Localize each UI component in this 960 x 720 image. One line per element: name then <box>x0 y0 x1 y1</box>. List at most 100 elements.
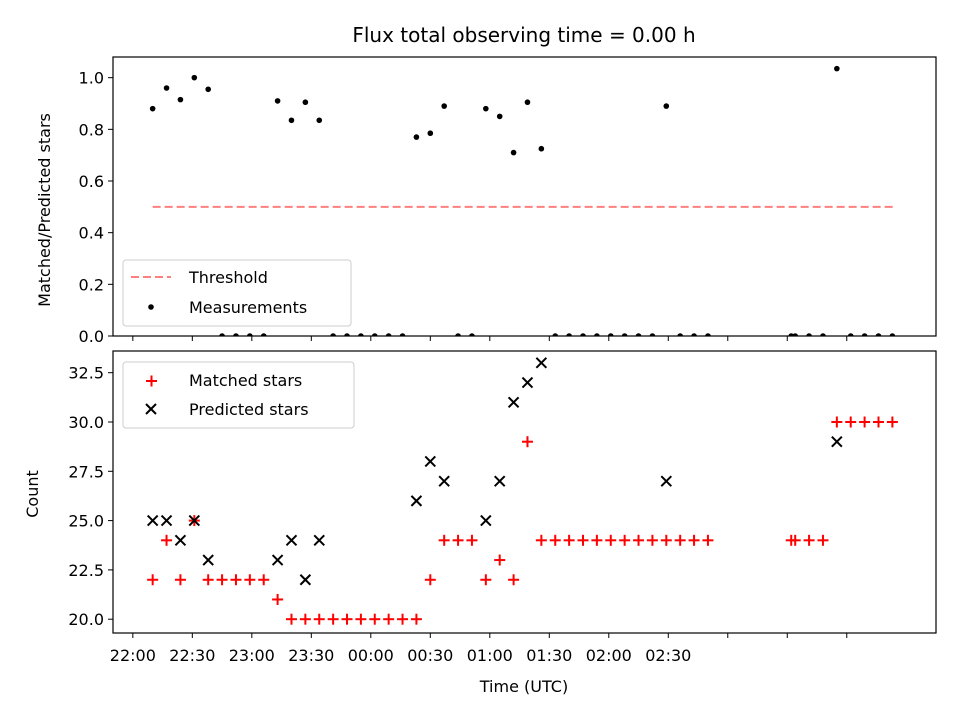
measurement-point <box>413 134 420 140</box>
matched-star-marker <box>660 534 672 546</box>
matched-star-marker <box>452 534 464 546</box>
measurement-point <box>260 333 267 336</box>
matched-star-marker <box>480 574 492 586</box>
predicted-star-marker <box>535 357 548 369</box>
predicted-star-stroke-b <box>188 514 201 527</box>
ratio-y-tick-label: 0.4 <box>79 224 104 243</box>
matched-star-marker <box>230 574 242 586</box>
predicted-star-stroke-b <box>438 475 450 487</box>
predicted-star-marker <box>424 455 437 468</box>
count-axes-frame <box>112 350 937 634</box>
matched-star-marker <box>383 613 395 625</box>
matched-star-marker <box>202 574 214 586</box>
count-data-layer <box>146 357 898 625</box>
matched-star-marker <box>577 534 589 546</box>
predicted-star-stroke-b <box>271 554 284 566</box>
ratio-y-tick-label: 0.0 <box>79 327 104 346</box>
measurement-point <box>469 333 475 336</box>
measurement-point <box>861 333 868 336</box>
measurement-point <box>820 333 826 336</box>
matched-star-marker <box>258 574 270 586</box>
measurement-point <box>177 96 184 103</box>
legend-threshold-label: Threshold <box>188 268 268 287</box>
matched-star-marker <box>789 534 801 546</box>
predicted-star-stroke-b <box>660 475 673 487</box>
matched-star-marker <box>563 534 575 546</box>
count-y-axis-label: Count <box>23 470 42 518</box>
matched-star-marker <box>831 416 843 428</box>
predicted-star-stroke-b <box>146 514 159 527</box>
measurement-point <box>594 333 600 336</box>
measurement-point <box>847 333 854 336</box>
measurement-point <box>358 333 364 336</box>
predicted-star-stroke-b <box>521 376 534 389</box>
count-y-tick-label: 27.5 <box>68 462 104 481</box>
count-panel: Count Time (UTC) 22:00 22:30 23:00 23:30 00:… <box>23 350 937 696</box>
matched-star-marker <box>147 574 159 586</box>
predicted-star-stroke-b <box>480 514 492 527</box>
measurement-point <box>274 98 281 104</box>
predicted-star-stroke-b <box>285 534 298 547</box>
measurement-point <box>806 333 812 336</box>
matched-star-marker <box>646 534 658 546</box>
legend-predicted-swatch <box>145 403 157 415</box>
ratio-y-tick-label: 0.2 <box>79 275 104 294</box>
predicted-star-stroke-b <box>507 396 520 408</box>
matched-star-marker <box>845 416 857 428</box>
measurement-point <box>496 113 503 120</box>
predicted-star-marker <box>507 396 520 408</box>
measurement-point <box>875 333 882 336</box>
predicted-star-marker <box>410 495 423 507</box>
predicted-star-stroke-b <box>299 574 312 586</box>
matched-star-marker <box>397 613 409 625</box>
matched-star-marker <box>886 416 898 428</box>
matched-star-marker <box>702 534 714 546</box>
measurement-point <box>191 74 198 81</box>
count-y-tick-label: 22.5 <box>68 561 104 580</box>
predicted-star-stroke-b <box>174 534 187 547</box>
predicted-star-marker <box>831 436 843 448</box>
predicted-star-stroke-b <box>424 455 437 468</box>
time-x-tick-label: 02:30 <box>645 646 691 665</box>
ratio-y-axis-label: Matched/Predicted stars <box>35 113 54 307</box>
legend-predicted-stroke-b <box>145 403 157 415</box>
predicted-star-marker <box>521 376 534 389</box>
measurement-point <box>441 103 447 109</box>
count-y-tick-label: 32.5 <box>68 364 104 383</box>
matched-star-marker <box>817 534 829 546</box>
measurement-point <box>691 333 697 336</box>
predicted-star-marker <box>271 554 284 566</box>
count-y-tick-label: 25.0 <box>68 512 104 531</box>
predicted-star-marker <box>313 534 325 547</box>
matched-star-marker <box>605 534 617 546</box>
measurement-point <box>288 117 295 124</box>
matched-star-marker <box>369 613 381 625</box>
matched-star-marker <box>424 574 436 586</box>
time-x-tick-label: 00:30 <box>407 646 453 665</box>
measurement-point <box>677 333 683 336</box>
predicted-star-marker <box>174 534 187 547</box>
measurement-point <box>538 145 545 152</box>
legend-matched-label: Matched stars <box>189 371 302 390</box>
measurement-point <box>385 333 392 336</box>
measurement-point <box>344 333 350 336</box>
time-x-tick-label: 00:00 <box>348 646 394 665</box>
matched-star-marker <box>327 613 339 625</box>
time-x-tick-label: 01:00 <box>467 646 513 665</box>
predicted-star-stroke-b <box>494 475 506 487</box>
ratio-panel: Matched/Predicted stars 0.0 0.2 0.4 0.6 0.8 1… <box>35 56 937 346</box>
matched-star-marker <box>494 554 506 566</box>
time-x-tick-label: 02:00 <box>586 646 632 665</box>
measurement-point <box>663 103 670 109</box>
time-x-tick-label: 01:30 <box>526 646 572 665</box>
predicted-star-marker <box>160 514 173 527</box>
ratio-legend-box <box>122 259 352 327</box>
matched-star-marker <box>859 416 871 428</box>
chart-title: Flux total observing time = 0.00 h <box>352 23 695 47</box>
count-legend: Matched stars Predicted stars <box>122 361 355 429</box>
ratio-y-tick-label: 1.0 <box>79 69 104 88</box>
matched-star-marker <box>508 574 520 586</box>
predicted-star-stroke-b <box>831 436 843 448</box>
predicted-star-marker <box>494 475 506 487</box>
